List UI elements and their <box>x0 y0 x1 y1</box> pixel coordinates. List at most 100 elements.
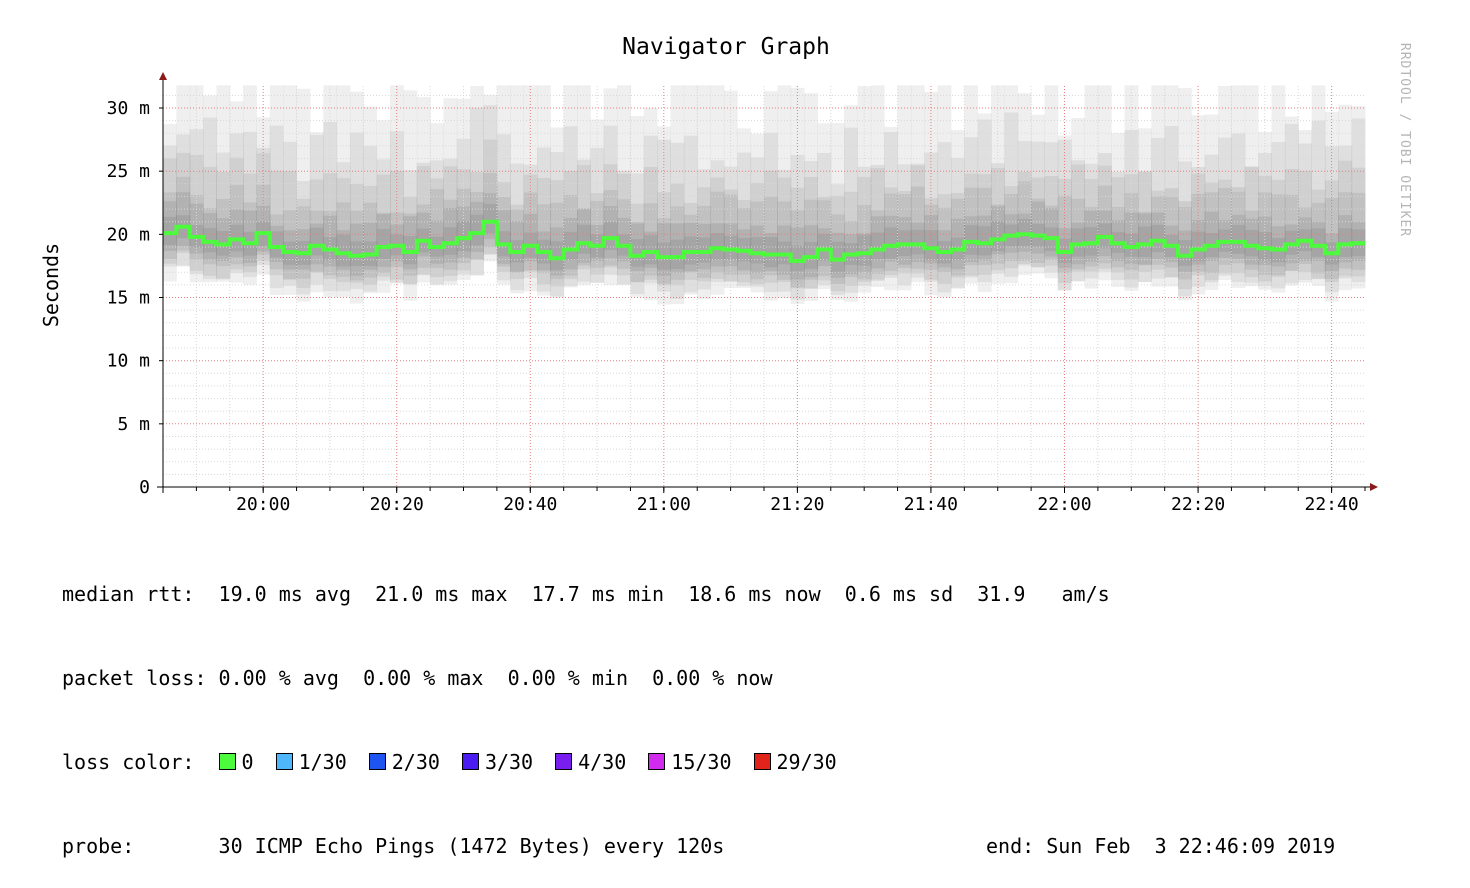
smoke-band-47-3 <box>790 210 805 289</box>
smoke-band-39-3 <box>683 214 698 273</box>
y-tick-label-1: 5 m <box>117 414 150 435</box>
smoke-band-52-0 <box>857 86 872 293</box>
smoke-band-55-2 <box>897 191 912 274</box>
median-rtt-line <box>163 219 1365 263</box>
smoke-band-13-1 <box>336 162 351 292</box>
smoke-band-3-1 <box>203 117 217 280</box>
smoke-band-74-5 <box>1151 224 1166 253</box>
smoke-band-31-3 <box>577 209 591 266</box>
loss-color-swatch-0 <box>218 753 236 770</box>
smoke-band-4-4 <box>216 218 231 261</box>
median-rtt-min: 17.7 ms min <box>531 582 665 606</box>
smoke-band-28-2 <box>537 178 551 285</box>
smoke-band-23-0 <box>470 85 484 276</box>
smoke-band-19-0 <box>416 97 431 283</box>
packet-loss-label: packet loss: <box>62 666 207 690</box>
median-rtt-avg: 19.0 ms avg <box>218 582 351 606</box>
smoke-band-46-1 <box>777 169 792 292</box>
smoke-band-46-3 <box>777 201 792 280</box>
smoke-band-21-5 <box>443 227 458 255</box>
smoke-band-30-2 <box>563 170 578 280</box>
probe-label: probe: <box>62 834 135 858</box>
smoke-band-81-5 <box>1244 229 1259 257</box>
smoke-band-46-0 <box>777 85 792 299</box>
smoke-band-36-4 <box>643 231 658 268</box>
smoke-band-83-1 <box>1271 142 1286 289</box>
smoke-band-14-5 <box>350 241 364 267</box>
smoke-band-8-5 <box>269 231 284 258</box>
smoke-band-56-4 <box>910 222 925 262</box>
smoke-band-45-5 <box>764 237 778 268</box>
smoke-band-50-5 <box>830 241 845 273</box>
smoke-band-14-2 <box>350 184 364 283</box>
smoke-band-36-1 <box>643 135 658 284</box>
x-tick-label-6: 22:00 <box>1037 494 1091 515</box>
smoke-band-30-4 <box>563 218 578 270</box>
smoke-band-61-3 <box>977 187 992 265</box>
smoke-band-31-1 <box>577 165 591 285</box>
smoke-band-54-2 <box>884 187 898 276</box>
smoke-band-62-4 <box>991 204 1005 255</box>
smoke-band-75-2 <box>1164 196 1179 278</box>
smoke-band-14-3 <box>350 210 364 281</box>
smoke-band-7-3 <box>256 184 271 255</box>
smoke-band-78-1 <box>1204 154 1219 283</box>
smoke-band-47-4 <box>790 227 805 280</box>
smoke-band-60-2 <box>964 173 979 276</box>
smoke-band-47-0 <box>790 87 805 304</box>
smoke-band-30-0 <box>563 85 578 288</box>
smoke-band-81-4 <box>1244 218 1259 265</box>
smoke-band-86-1 <box>1311 120 1326 279</box>
smoke-band-3-2 <box>203 166 217 276</box>
smoke-band-53-3 <box>870 210 885 274</box>
smoke-band-74-1 <box>1151 138 1166 279</box>
x-tick-label-3: 21:00 <box>637 494 691 515</box>
smoke-band-34-4 <box>617 217 631 262</box>
smoke-band-71-4 <box>1111 220 1125 261</box>
smoke-band-86-3 <box>1311 202 1326 274</box>
smoke-band-7-4 <box>256 205 271 252</box>
legend-packet-loss-row: packet loss: 0.00 % avg 0.00 % max 0.00 … <box>62 664 1110 692</box>
smoke-band-54-5 <box>884 227 898 259</box>
loss-color-label-2: 2/30 <box>391 750 440 774</box>
smoke-band-75-0 <box>1164 85 1179 287</box>
smoke-band-64-2 <box>1017 171 1032 264</box>
smoke-band-42-2 <box>723 189 738 282</box>
smoke-band-70-3 <box>1097 185 1112 264</box>
smoke-band-22-3 <box>456 188 471 264</box>
smoke-band-37-4 <box>657 223 671 276</box>
smoke-band-49-2 <box>817 200 832 281</box>
smoke-band-35-3 <box>630 223 645 283</box>
smoke-band-2-4 <box>189 203 204 254</box>
smoke-band-30-5 <box>563 231 578 260</box>
smoke-band-69-1 <box>1084 163 1099 279</box>
smoke-band-23-5 <box>470 214 484 246</box>
smoke-band-83-3 <box>1271 194 1286 276</box>
smoke-band-32-3 <box>590 201 605 268</box>
smoke-band-14-4 <box>350 223 364 276</box>
smoke-band-43-2 <box>737 199 752 283</box>
smoke-band-85-2 <box>1298 170 1312 273</box>
loss-color-item-0: 0 <box>218 748 254 776</box>
smoke-band-25-4 <box>496 210 511 264</box>
smoke-band-33-4 <box>603 206 618 259</box>
loss-color-item-4: 4/30 <box>555 748 626 776</box>
loss-color-item-6: 29/30 <box>753 748 837 776</box>
smoke-band-27-3 <box>523 192 538 271</box>
smoke-band-58-0 <box>937 85 952 298</box>
x-tick-label-7: 22:20 <box>1171 494 1225 515</box>
smoke-band-88-4 <box>1338 215 1353 263</box>
smoke-band-36-5 <box>643 235 658 265</box>
smoke-band-16-5 <box>376 229 391 259</box>
smoke-band-86-5 <box>1311 228 1326 257</box>
smoke-band-76-0 <box>1178 88 1192 301</box>
smoke-band-20-4 <box>430 220 444 264</box>
smoke-band-24-2 <box>483 139 498 255</box>
smoke-band-18-2 <box>403 197 418 284</box>
smoke-band-1-1 <box>176 134 191 266</box>
smoke-band-0-4 <box>163 201 177 251</box>
smoke-band-24-4 <box>483 193 498 240</box>
smoke-band-64-3 <box>1017 181 1032 261</box>
smoke-band-55-0 <box>897 85 912 291</box>
smoke-band-4-3 <box>216 199 231 267</box>
